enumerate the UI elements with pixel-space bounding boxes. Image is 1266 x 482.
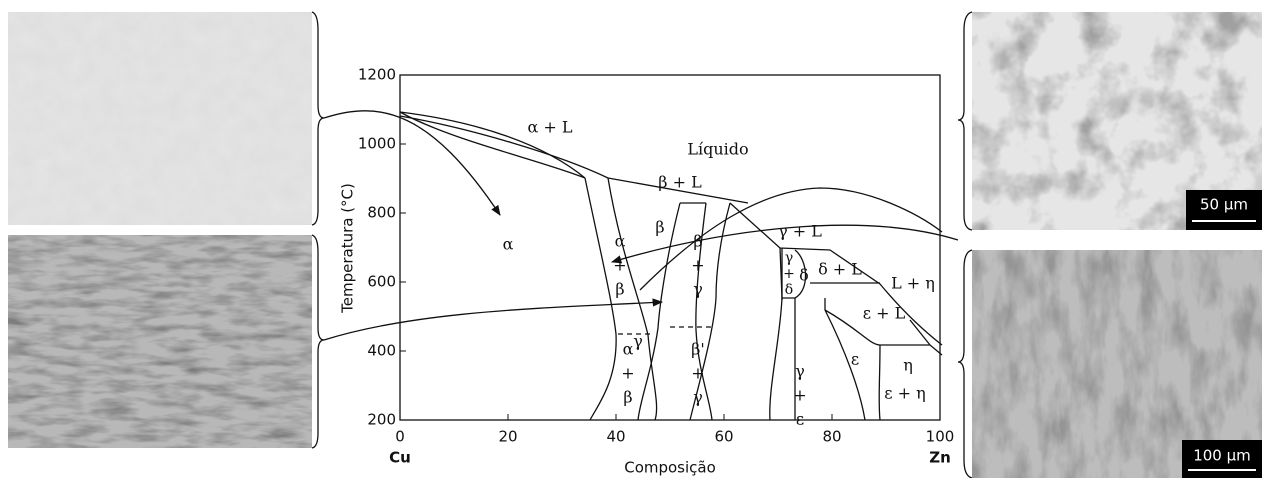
x-tick-label: 20: [498, 428, 517, 446]
y-tick-label: 600: [367, 273, 396, 291]
x-tick-label: 60: [714, 428, 733, 446]
y-tick-label: 1200: [358, 66, 396, 84]
phase-label: α: [615, 232, 626, 251]
ordering-line: [618, 326, 712, 335]
phase-label: δ: [785, 282, 793, 298]
x-axis-title: Composição: [624, 459, 716, 477]
phase-label: +: [691, 256, 704, 275]
phase-label: β: [655, 218, 664, 237]
scale-bar-label: 100 µm: [1193, 447, 1251, 465]
phase-label: +: [691, 364, 704, 383]
phase-label: α: [623, 340, 634, 359]
brace: [311, 11, 973, 479]
phase-label: β: [623, 388, 632, 407]
phase-label: γ: [795, 362, 805, 381]
x-end-label: Cu: [389, 449, 411, 467]
phase-label: β: [693, 232, 702, 251]
x-tick-label: 40: [606, 428, 625, 446]
y-tick-label: 800: [367, 204, 396, 222]
phase-label: ε + η: [884, 384, 925, 403]
x-tick-label: 100: [926, 428, 955, 446]
phase-label: Líquido: [687, 140, 748, 159]
y-tick-label: 200: [367, 411, 396, 429]
phase-boundary: [399, 111, 943, 421]
phase-label: α: [503, 235, 514, 254]
phase-label: +: [793, 386, 806, 405]
plot-frame: [399, 74, 941, 421]
y-tick-label: 400: [367, 342, 396, 360]
phase-label: +: [621, 364, 634, 383]
scale-bar-label: 50 µm: [1200, 196, 1248, 214]
phase-label: γ: [693, 388, 703, 407]
x-tick-label: 0: [395, 428, 405, 446]
phase-label: ε: [851, 350, 859, 369]
phase-label: γ: [785, 250, 793, 266]
phase-label: γ: [633, 332, 643, 351]
arrow: [323, 110, 959, 341]
phase-label: β + L: [658, 173, 702, 192]
phase-label: +: [613, 256, 626, 275]
micrograph: [8, 12, 1262, 478]
phase-label: β: [615, 280, 624, 299]
x-tick-label: 80: [822, 428, 841, 446]
phase-label: α + L: [527, 118, 572, 137]
phase-label: L + η: [891, 274, 935, 293]
phase-label: δ + L: [818, 260, 862, 279]
phase-label: γ: [693, 280, 703, 299]
phase-label: η: [903, 356, 913, 375]
y-axis-title: Temperatura (°C): [339, 183, 357, 314]
phase-label: δ: [799, 266, 809, 285]
y-tick-label: 1000: [358, 135, 396, 153]
phase-label: ε + L: [863, 304, 906, 323]
phase-label: γ + L: [778, 222, 822, 241]
x-end-label: Zn: [929, 449, 951, 467]
phase-label: +: [783, 266, 795, 282]
phase-label: β': [691, 340, 705, 359]
phase-label: ε: [796, 410, 804, 429]
